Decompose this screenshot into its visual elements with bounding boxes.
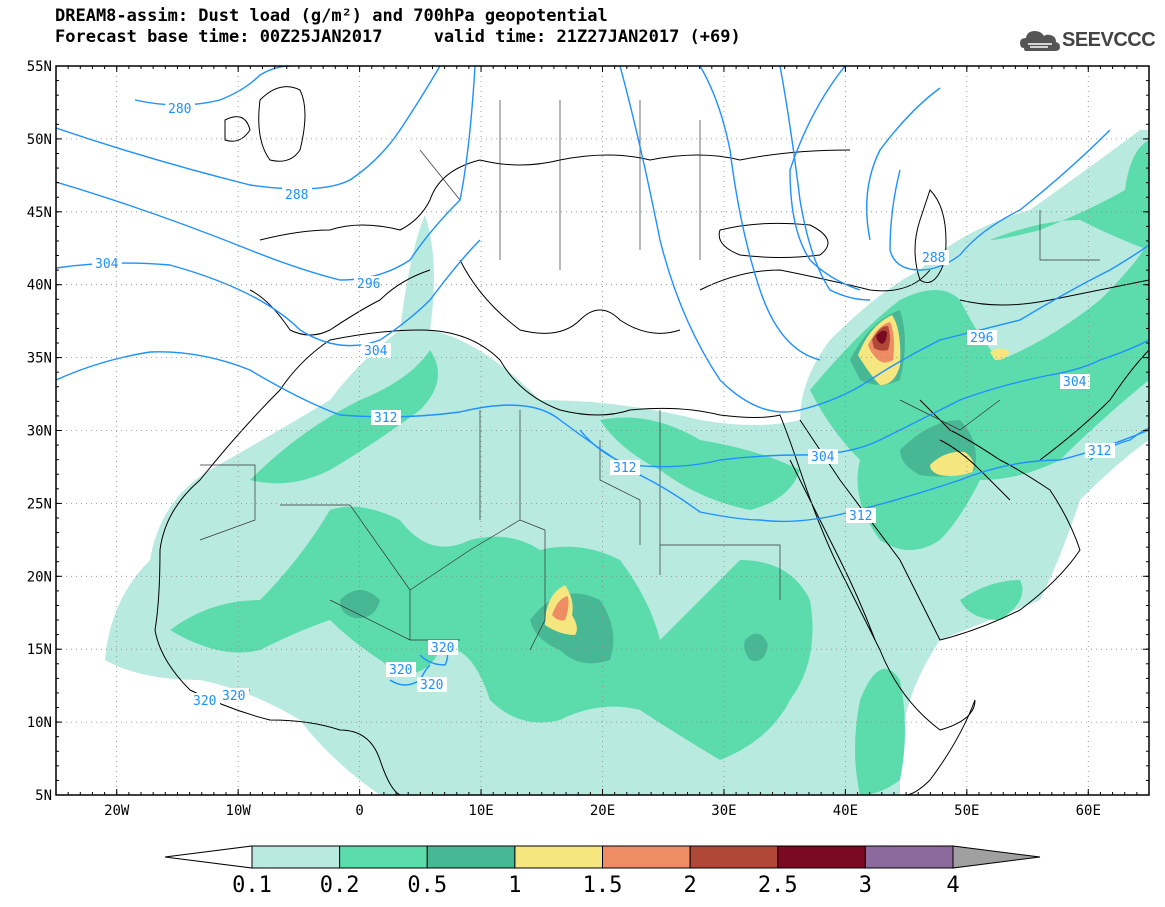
colorbar-segment bbox=[426, 845, 516, 869]
longitude-label: 50E bbox=[954, 803, 979, 819]
contour-label: 304 bbox=[1063, 375, 1087, 390]
colorbar-tick-label: 2 bbox=[684, 873, 697, 898]
contour-label: 320 bbox=[420, 678, 443, 693]
latitude-label: 15N bbox=[27, 642, 52, 658]
longitude-label: 60E bbox=[1076, 803, 1101, 819]
contour-label: 320 bbox=[222, 689, 245, 704]
colorbar-tick-label: 2.5 bbox=[758, 873, 798, 898]
latitude-label: 5N bbox=[35, 788, 52, 804]
longitude-label: 10E bbox=[468, 803, 493, 819]
latitude-label: 25N bbox=[27, 496, 52, 512]
contour-label: 296 bbox=[357, 277, 380, 292]
latitude-label: 20N bbox=[27, 569, 52, 585]
cloud-logo-icon bbox=[1020, 31, 1060, 51]
colorbar-tick-label: 0.1 bbox=[232, 873, 272, 898]
longitude-label: 10W bbox=[226, 803, 252, 819]
contour-label: 296 bbox=[970, 331, 993, 346]
axis-ticks bbox=[55, 65, 1150, 796]
latitude-labels: 55N 50N 45N 40N 35N 30N 25N 20N 15N 10N 5N bbox=[27, 59, 52, 804]
colorbar-legend: 0.1 0.2 0.5 1 1.5 2 2.5 3 4 bbox=[164, 845, 1041, 898]
contour-label: 320 bbox=[431, 641, 454, 656]
contour-label: 288 bbox=[285, 188, 308, 203]
contour-label: 288 bbox=[922, 251, 945, 266]
colorbar-segment bbox=[602, 845, 691, 869]
colorbar-segment bbox=[864, 845, 954, 869]
contour-label: 312 bbox=[374, 411, 397, 426]
contour-label: 312 bbox=[613, 461, 636, 476]
longitude-label: 30E bbox=[711, 803, 736, 819]
colorbar-tick-label: 1 bbox=[508, 873, 521, 898]
colorbar-tick-label: 0.2 bbox=[320, 873, 360, 898]
logo-text: SEEVCCC bbox=[1062, 29, 1156, 51]
longitude-label: 20W bbox=[104, 803, 130, 819]
longitude-labels: 20W 10W 0 10E 20E 30E 40E 50E 60E bbox=[104, 803, 1101, 819]
longitude-label: 0 bbox=[355, 803, 363, 819]
forecast-time-subtitle: Forecast base time: 00Z25JAN2017 valid t… bbox=[55, 27, 741, 47]
lat-lon-grid bbox=[56, 66, 1149, 795]
longitude-label: 40E bbox=[833, 803, 858, 819]
contour-labels: 280 288 296 304 304 312 288 296 304 312 … bbox=[92, 101, 1115, 709]
contour-label: 304 bbox=[364, 344, 388, 359]
colorbar-segment bbox=[251, 845, 341, 869]
latitude-label: 35N bbox=[27, 351, 52, 367]
contour-label: 312 bbox=[849, 509, 872, 524]
latitude-label: 10N bbox=[27, 715, 52, 731]
contour-label: 304 bbox=[95, 257, 119, 272]
longitude-label: 20E bbox=[590, 803, 615, 819]
colorbar-segment bbox=[777, 845, 866, 869]
colorbar-segment bbox=[514, 845, 603, 869]
latitude-label: 50N bbox=[27, 132, 52, 148]
contour-label: 320 bbox=[193, 694, 216, 709]
latitude-label: 45N bbox=[27, 205, 52, 221]
colorbar-tick-label: 3 bbox=[859, 873, 872, 898]
latitude-label: 30N bbox=[27, 424, 52, 440]
latitude-label: 55N bbox=[27, 59, 52, 75]
colorbar-arrow-left bbox=[164, 845, 253, 869]
latitude-label: 40N bbox=[27, 278, 52, 294]
colorbar-tick-label: 4 bbox=[946, 873, 959, 898]
colorbar-segment bbox=[339, 845, 428, 869]
colorbar-tick-label: 0.5 bbox=[407, 873, 447, 898]
contour-label: 304 bbox=[811, 450, 835, 465]
contour-label: 320 bbox=[389, 663, 412, 678]
contour-label: 280 bbox=[168, 102, 191, 117]
geopotential-contours bbox=[56, 66, 1149, 701]
seevccc-logo: SEEVCCC bbox=[1018, 24, 1158, 58]
colorbar-arrow-right bbox=[952, 845, 1041, 869]
contour-label: 312 bbox=[1088, 444, 1111, 459]
map-title: DREAM8-assim: Dust load (g/m²) and 700hP… bbox=[55, 6, 608, 26]
colorbar-tick-label: 1.5 bbox=[583, 873, 623, 898]
colorbar-segment bbox=[689, 845, 779, 869]
